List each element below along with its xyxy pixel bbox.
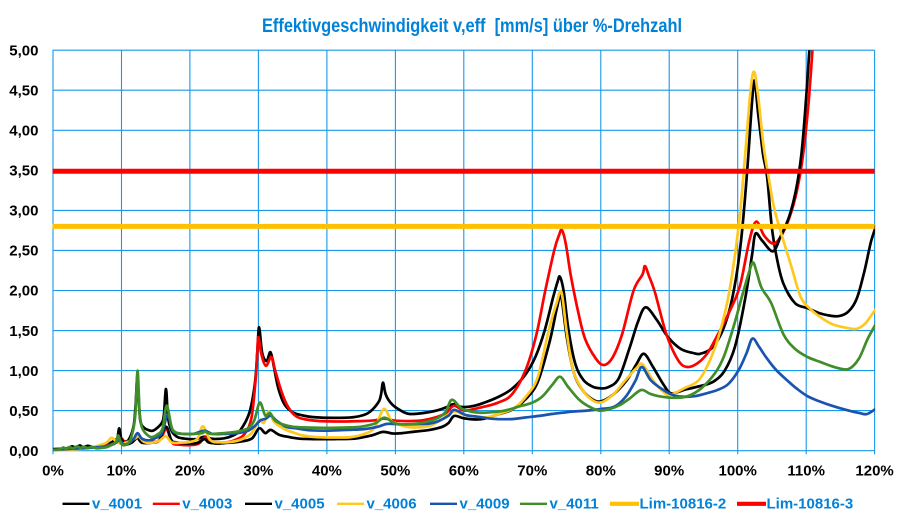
svg-text:80%: 80% <box>586 463 616 480</box>
svg-text:2,50: 2,50 <box>9 243 38 260</box>
svg-text:v_4003: v_4003 <box>182 496 232 513</box>
svg-text:v_4009: v_4009 <box>460 496 510 513</box>
svg-text:1,50: 1,50 <box>9 323 38 340</box>
svg-text:Lim-10816-3: Lim-10816-3 <box>767 496 854 513</box>
svg-text:1,00: 1,00 <box>9 363 38 380</box>
svg-text:v_4011: v_4011 <box>550 496 599 513</box>
svg-text:50%: 50% <box>380 463 410 480</box>
svg-text:120%: 120% <box>855 463 893 480</box>
svg-text:20%: 20% <box>175 463 205 480</box>
svg-text:v_4005: v_4005 <box>275 496 325 513</box>
svg-text:40%: 40% <box>312 463 342 480</box>
svg-text:0,50: 0,50 <box>9 403 38 420</box>
svg-text:2,00: 2,00 <box>9 283 38 300</box>
svg-text:100%: 100% <box>719 463 757 480</box>
svg-text:0%: 0% <box>42 463 64 480</box>
svg-text:110%: 110% <box>787 463 825 480</box>
svg-text:10%: 10% <box>106 463 136 480</box>
svg-text:4,50: 4,50 <box>9 83 38 100</box>
svg-text:30%: 30% <box>243 463 273 480</box>
svg-text:90%: 90% <box>654 463 684 480</box>
svg-text:4,00: 4,00 <box>9 123 38 140</box>
svg-text:Lim-10816-2: Lim-10816-2 <box>640 496 727 513</box>
svg-text:5,00: 5,00 <box>9 42 38 59</box>
svg-text:Effektivgeschwindigkeit v,eff: Effektivgeschwindigkeit v,eff [mm/s] übe… <box>262 15 682 37</box>
svg-text:0,00: 0,00 <box>9 443 38 460</box>
svg-text:3,00: 3,00 <box>9 203 38 220</box>
svg-text:60%: 60% <box>449 463 479 480</box>
svg-text:3,50: 3,50 <box>9 163 38 180</box>
svg-text:v_4001: v_4001 <box>92 496 142 513</box>
svg-text:v_4006: v_4006 <box>367 496 417 513</box>
svg-text:70%: 70% <box>517 463 547 480</box>
